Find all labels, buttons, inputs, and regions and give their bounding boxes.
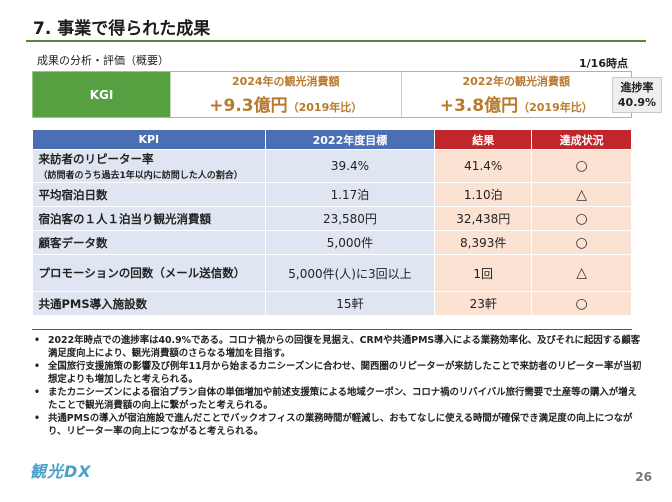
kpi-status: △	[531, 254, 632, 292]
as-of-date: 1/16時点	[579, 57, 628, 70]
kpi-target: 1.17泊	[265, 182, 436, 207]
kpi-result: 1回	[434, 254, 533, 292]
table-row: 顧客データ数 5,000件 8,393件 ○	[32, 230, 632, 255]
kpi-status: △	[531, 182, 632, 207]
page-number: 26	[635, 470, 652, 484]
kgi-cell-value: +3.8億円	[439, 96, 519, 116]
kpi-target: 5,000件(人)に3回以上	[265, 254, 436, 292]
header-kpi: KPI	[32, 129, 266, 150]
analysis-notes: 2022年時点での進捗率は40.9%である。コロナ禍からの回復を見据え、CRMや…	[28, 334, 642, 438]
title-divider	[26, 40, 646, 42]
kgi-cell-note: （2019年比）	[518, 101, 593, 114]
progress-rate-box: 進捗率 40.9%	[612, 77, 662, 113]
kgi-cell-value: +9.3億円	[209, 96, 288, 116]
kpi-table: KPI 2022年度目標 結果 達成状況 来訪者のリピーター率 （訪問者のうち過去…	[32, 129, 632, 316]
header-target: 2022年度目標	[264, 129, 436, 150]
kpi-name: 来訪者のリピーター率	[38, 152, 154, 166]
page-title: 7. 事業で得られた成果	[33, 19, 211, 39]
progress-rate-value: 40.9%	[617, 96, 657, 109]
kpi-target: 23,580円	[265, 206, 436, 231]
kpi-table-header: KPI 2022年度目標 結果 達成状況	[32, 129, 632, 150]
header-result: 結果	[434, 129, 533, 150]
kgi-band: KGI 2024年の観光消費額 +9.3億円（2019年比） 2022年の観光消…	[32, 71, 632, 118]
kpi-name: 共通PMS導入施設数	[38, 296, 148, 311]
kpi-result: 23軒	[434, 291, 533, 316]
kpi-result: 8,393件	[434, 230, 533, 255]
notes-divider	[32, 329, 632, 330]
kgi-cell-2024: 2024年の観光消費額 +9.3億円（2019年比）	[170, 72, 401, 117]
kpi-target: 5,000件	[265, 230, 436, 255]
note-item: 共通PMSの導入が宿泊施設で進んだことでバックオフィスの業務時間が軽減し、おもて…	[28, 412, 642, 438]
table-row: 平均宿泊日数 1.17泊 1.10泊 △	[32, 182, 632, 207]
kgi-cell-label: 2022年の観光消費額	[462, 75, 571, 88]
kpi-status: ○	[531, 291, 632, 316]
table-row: 共通PMS導入施設数 15軒 23軒 ○	[32, 291, 632, 316]
table-row: 来訪者のリピーター率 （訪問者のうち過去1年以内に訪問した人の割合） 39.4% …	[32, 149, 632, 183]
kpi-name: プロモーションの回数（メール送信数）	[38, 266, 246, 280]
kgi-cell-label: 2024年の観光消費額	[231, 75, 340, 88]
kpi-name: 顧客データ数	[38, 235, 108, 250]
note-item: 2022年時点での進捗率は40.9%である。コロナ禍からの回復を見据え、CRMや…	[28, 334, 642, 360]
kpi-target: 15軒	[265, 291, 436, 316]
kgi-label: KGI	[33, 72, 170, 117]
header-status: 達成状況	[531, 129, 632, 150]
note-item: 全国旅行支援施策の影響及び例年11月から始まるカニシーズンに合わせ、関西圏のリピ…	[28, 360, 642, 386]
kpi-result: 41.4%	[434, 149, 533, 183]
kpi-note: （訪問者のうち過去1年以内に訪問した人の割合）	[38, 171, 243, 181]
table-row: 宿泊客の１人１泊当り観光消費額 23,580円 32,438円 ○	[32, 206, 632, 231]
kpi-result: 1.10泊	[434, 182, 533, 207]
kpi-status: ○	[531, 230, 632, 255]
kpi-status: ○	[531, 206, 632, 231]
progress-rate-label: 進捗率	[620, 81, 654, 94]
kgi-cell-2022: 2022年の観光消費額 +3.8億円（2019年比）	[400, 72, 632, 117]
kpi-status: ○	[531, 149, 632, 183]
section-subtitle: 成果の分析・評価（概要）	[37, 54, 169, 67]
kpi-result: 32,438円	[434, 206, 533, 231]
kpi-target: 39.4%	[265, 149, 436, 183]
kpi-name: 平均宿泊日数	[38, 187, 108, 202]
kanko-dx-logo: 観光DX	[30, 462, 92, 481]
note-item: またカニシーズンによる宿泊プラン自体の単価増加や前述支援策による地域クーポン、コ…	[28, 386, 642, 412]
kgi-cell-note: （2019年比）	[287, 101, 363, 114]
table-row: プロモーションの回数（メール送信数） 5,000件(人)に3回以上 1回 △	[32, 254, 632, 292]
kpi-name: 宿泊客の１人１泊当り観光消費額	[38, 211, 212, 226]
